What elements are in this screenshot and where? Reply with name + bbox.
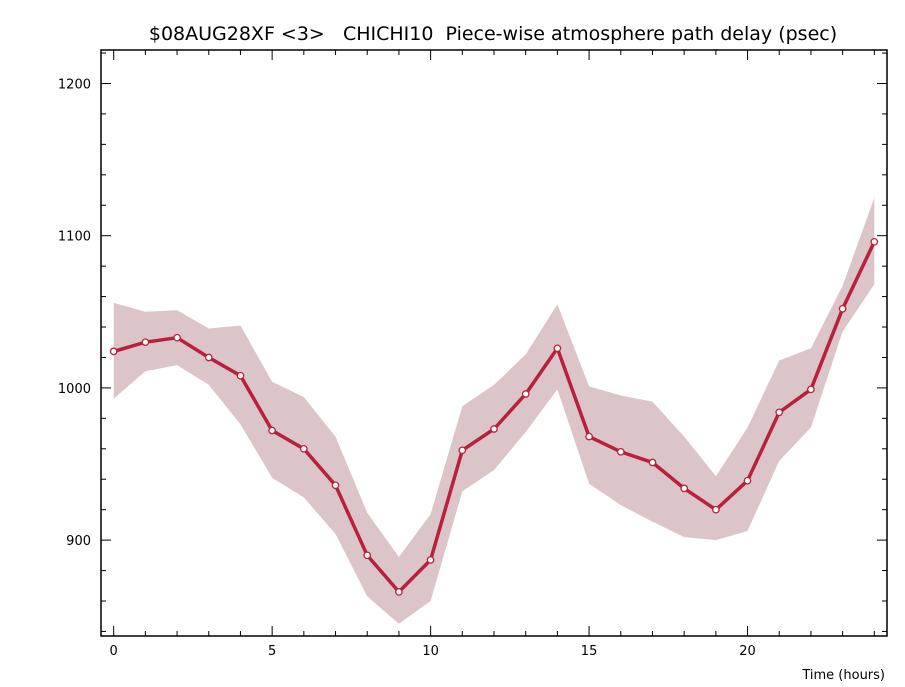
- data-point: [838, 304, 847, 313]
- data-point: [395, 588, 403, 596]
- data-point: [490, 425, 498, 433]
- data-point: [585, 432, 593, 441]
- data-point-layer: [109, 237, 879, 596]
- axis-tick-layer: 0 5 10 15 20 900 1000 1100 1200: [58, 50, 887, 659]
- y-tick-label: 1000: [58, 382, 91, 397]
- x-tick-label: 15: [581, 644, 598, 659]
- data-point: [616, 447, 625, 456]
- data-point: [363, 551, 372, 560]
- data-point: [680, 484, 689, 493]
- data-point: [648, 458, 657, 467]
- data-point: [268, 426, 276, 435]
- confidence-band-layer: [113, 197, 875, 624]
- uncertainty-band: [113, 197, 875, 624]
- x-tick-label: 0: [110, 644, 118, 659]
- data-point: [870, 237, 879, 246]
- x-axis-label: Time (hours): [801, 668, 885, 683]
- chart-title: $08AUG28XF <3> CHICHI10 Piece-wise atmos…: [149, 23, 837, 45]
- data-point: [521, 390, 530, 398]
- data-point: [458, 446, 467, 455]
- data-point: [743, 476, 752, 485]
- data-point: [712, 505, 720, 514]
- data-point: [173, 333, 181, 342]
- x-tick-label: 5: [268, 644, 276, 659]
- y-tick-label: 900: [66, 534, 91, 549]
- data-point: [109, 347, 118, 356]
- data-point: [553, 344, 562, 353]
- y-tick-label: 1200: [58, 77, 91, 92]
- data-point: [426, 556, 435, 564]
- data-point: [807, 385, 815, 394]
- data-point: [141, 338, 150, 347]
- data-point: [299, 444, 308, 453]
- data-point: [204, 353, 213, 362]
- data-point: [331, 481, 340, 490]
- data-point: [775, 408, 784, 417]
- data-point: [236, 371, 245, 380]
- y-tick-label: 1100: [58, 230, 91, 245]
- x-tick-label: 10: [422, 644, 439, 659]
- x-tick-label: 20: [739, 644, 756, 659]
